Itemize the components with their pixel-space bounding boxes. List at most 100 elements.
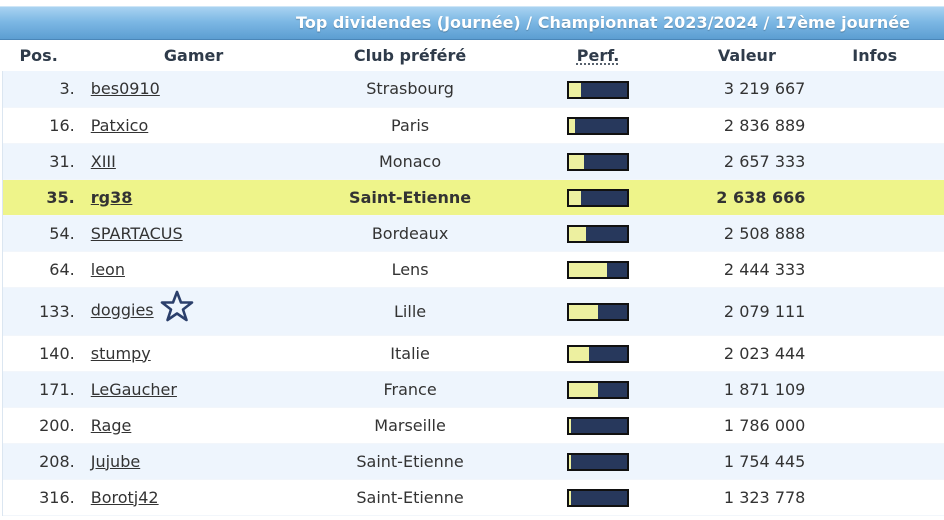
row-gamer-cell: Borotj42 — [74, 479, 313, 515]
gamer-link[interactable]: Jujube — [90, 451, 141, 471]
table-row: 35. rg38 Saint-Etienne 2 638 666 — [1, 179, 944, 215]
perf-bar — [567, 452, 630, 471]
perf-bar-fill — [569, 226, 587, 241]
row-position: 171. — [1, 371, 75, 407]
table-row: 133. doggies Lille 2 079 111 — [1, 287, 944, 335]
row-perf — [507, 443, 689, 479]
row-gamer-cell: Jujube — [74, 443, 313, 479]
row-position: 133. — [1, 287, 75, 335]
perf-bar-fill — [569, 418, 572, 433]
gamer-link[interactable]: stumpy — [90, 343, 151, 363]
row-club: France — [312, 371, 508, 407]
row-gamer-cell: XIII — [74, 143, 313, 179]
table-header-row: Pos. Gamer Club préféré Perf. Valeur Inf… — [3, 40, 944, 71]
row-club: Bordeaux — [312, 215, 508, 251]
row-value: 2 638 666 — [688, 179, 806, 215]
gamer-link[interactable]: doggies — [90, 300, 154, 320]
table-row: 31. XIII Monaco 2 657 333 — [1, 143, 944, 179]
row-value: 2 079 111 — [688, 287, 806, 335]
row-infos — [805, 179, 944, 215]
row-infos — [805, 251, 944, 287]
perf-bar — [567, 152, 630, 171]
row-value: 2 657 333 — [688, 143, 806, 179]
row-position: 140. — [1, 335, 75, 371]
column-header-infos: Infos — [852, 46, 898, 65]
row-position: 31. — [1, 143, 75, 179]
row-perf — [507, 371, 689, 407]
column-header-pos[interactable]: Pos. — [19, 46, 58, 65]
table-row: 64. leon Lens 2 444 333 — [1, 251, 944, 287]
perf-bar-fill — [569, 346, 590, 361]
row-infos — [805, 71, 944, 107]
row-perf — [507, 215, 689, 251]
row-perf — [507, 287, 689, 335]
row-gamer-cell: stumpy — [74, 335, 313, 371]
row-gamer-cell: bes0910 — [74, 71, 313, 107]
table-row: 316. Borotj42 Saint-Etienne 1 323 778 — [1, 479, 944, 515]
perf-header-label[interactable]: Perf. — [576, 46, 620, 65]
gamer-link[interactable]: Borotj42 — [90, 487, 159, 507]
row-infos — [805, 335, 944, 371]
gamer-link[interactable]: SPARTACUS — [90, 223, 183, 243]
row-perf — [507, 143, 689, 179]
table-row: 200. Rage Marseille 1 786 000 — [1, 407, 944, 443]
column-header-gamer[interactable]: Gamer — [163, 46, 224, 65]
perf-bar — [567, 188, 630, 207]
row-perf — [507, 479, 689, 515]
row-gamer-cell: LeGaucher — [74, 371, 313, 407]
gamer-link[interactable]: rg38 — [90, 187, 133, 207]
row-club: Paris — [312, 107, 508, 143]
gamer-link[interactable]: bes0910 — [90, 79, 160, 99]
perf-bar — [567, 80, 630, 99]
row-club: Strasbourg — [312, 71, 508, 107]
gamer-link[interactable]: XIII — [90, 151, 116, 171]
row-gamer-cell: rg38 — [74, 179, 313, 215]
gamer-link[interactable]: leon — [90, 259, 125, 279]
perf-bar-fill — [569, 82, 581, 97]
row-infos — [805, 287, 944, 335]
row-perf — [507, 335, 689, 371]
row-value: 2 508 888 — [688, 215, 806, 251]
perf-bar — [567, 380, 630, 399]
row-infos — [805, 107, 944, 143]
perf-bar — [567, 302, 630, 321]
table-row: 208. Jujube Saint-Etienne 1 754 445 — [1, 443, 944, 479]
gamer-link[interactable]: Rage — [90, 415, 132, 435]
star-outline-icon[interactable] — [160, 290, 194, 326]
row-value: 1 323 778 — [688, 479, 806, 515]
perf-bar-fill — [569, 262, 607, 277]
row-gamer-cell: Patxico — [74, 107, 313, 143]
column-header-club[interactable]: Club préféré — [353, 46, 467, 65]
column-header-value[interactable]: Valeur — [717, 46, 776, 65]
perf-bar — [567, 260, 630, 279]
gamer-link[interactable]: LeGaucher — [90, 379, 177, 399]
gamer-link[interactable]: Patxico — [90, 115, 149, 135]
row-perf — [507, 107, 689, 143]
row-infos — [805, 143, 944, 179]
row-perf — [507, 407, 689, 443]
column-header-perf[interactable]: Perf. — [508, 40, 689, 71]
row-infos — [805, 443, 944, 479]
perf-bar-fill — [569, 190, 581, 205]
perf-bar-fill — [569, 304, 599, 319]
perf-bar — [567, 488, 630, 507]
row-position: 16. — [1, 107, 75, 143]
perf-bar — [567, 116, 630, 135]
row-value: 2 836 889 — [688, 107, 806, 143]
perf-bar-fill — [569, 490, 572, 505]
perf-bar — [567, 344, 630, 363]
row-value: 2 023 444 — [688, 335, 806, 371]
perf-bar-fill — [569, 154, 584, 169]
row-value: 1 786 000 — [688, 407, 806, 443]
title-bar: Top dividendes (Journée) / Championnat 2… — [0, 6, 944, 40]
row-position: 200. — [1, 407, 75, 443]
row-club: Italie — [312, 335, 508, 371]
table-row: 16. Patxico Paris 2 836 889 — [1, 107, 944, 143]
table-row: 171. LeGaucher France 1 871 109 — [1, 371, 944, 407]
row-perf — [507, 179, 689, 215]
row-value: 1 754 445 — [688, 443, 806, 479]
row-club: Saint-Etienne — [312, 443, 508, 479]
row-perf — [507, 251, 689, 287]
perf-bar — [567, 416, 630, 435]
row-infos — [805, 479, 944, 515]
